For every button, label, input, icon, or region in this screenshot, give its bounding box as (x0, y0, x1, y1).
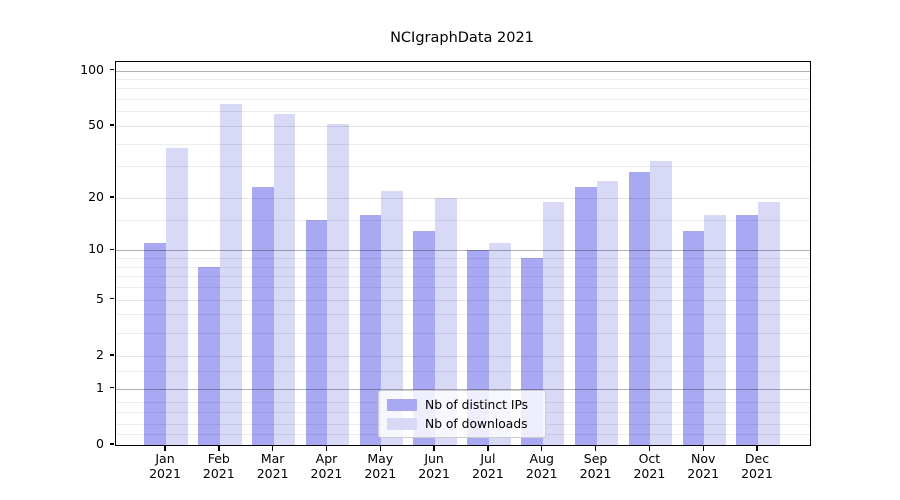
bar-downloads-feb (219, 103, 242, 445)
legend-swatch-downloads (387, 417, 417, 430)
y-tick-10 (109, 248, 114, 251)
bar-distinct-ips-feb (198, 266, 220, 445)
y-tick-1 (109, 387, 114, 389)
x-tick-apr (325, 446, 328, 451)
y-tick-label-2: 2 (96, 346, 104, 362)
y-tick-20 (109, 196, 114, 198)
plot-area (115, 61, 811, 446)
bar-downloads-jan (166, 147, 188, 445)
legend-item-downloads: Nb of downloads (379, 416, 545, 431)
bar-downloads-sep (596, 180, 619, 445)
y-tick-2 (109, 354, 114, 356)
x-tick-jun (433, 446, 435, 451)
legend-label-distinct-ips: Nb of distinct IPs (425, 397, 529, 412)
x-tick-label-mar: Mar 2021 (256, 451, 289, 481)
y-tick-5 (109, 297, 114, 300)
x-tick-dec (756, 446, 758, 451)
bar-downloads-apr (327, 124, 350, 445)
y-tick-label-1: 1 (96, 379, 104, 395)
bar-distinct-ips-mar (251, 187, 274, 445)
x-tick-label-nov: Nov 2021 (687, 451, 720, 481)
bar-downloads-may (381, 190, 403, 445)
bar-downloads-jun (435, 197, 457, 445)
x-tick-jan (164, 446, 166, 451)
y-tick-100 (109, 68, 114, 71)
y-tick-50 (109, 124, 114, 126)
legend-label-downloads: Nb of downloads (425, 416, 528, 431)
x-tick-mar (271, 446, 274, 451)
x-tick-label-jun: Jun 2021 (418, 451, 450, 481)
y-tick-0 (109, 443, 114, 445)
y-tick-label-5: 5 (96, 290, 104, 306)
bar-downloads-aug (542, 201, 565, 445)
bar-downloads-nov (704, 215, 726, 445)
legend-item-distinct-ips: Nb of distinct IPs (379, 397, 545, 412)
bar-distinct-ips-nov (682, 230, 705, 445)
x-tick-label-jul: Jul 2021 (472, 451, 504, 481)
y-tick-label-10: 10 (88, 241, 104, 257)
x-tick-label-oct: Oct 2021 (633, 451, 666, 481)
x-tick-may (379, 446, 381, 451)
bar-downloads-mar (273, 114, 296, 445)
bar-distinct-ips-oct (628, 171, 651, 445)
y-tick-label-0: 0 (96, 436, 104, 451)
x-tick-label-sep: Sep 2021 (579, 451, 612, 481)
y-tick-label-100: 100 (80, 61, 104, 77)
x-tick-label-may: May 2021 (364, 451, 397, 481)
bar-distinct-ips-sep (574, 187, 597, 445)
legend-swatch-distinct-ips (387, 398, 417, 411)
chart-title: NCIgraphData 2021 (390, 30, 534, 46)
x-tick-label-feb: Feb 2021 (202, 451, 235, 481)
y-tick-label-20: 20 (88, 188, 104, 204)
gridline-y-80 (116, 88, 810, 90)
x-tick-aug (541, 446, 543, 451)
bar-distinct-ips-jan (144, 243, 166, 445)
x-tick-label-jan: Jan 2021 (149, 451, 181, 481)
bar-downloads-oct (650, 161, 673, 445)
x-tick-jul (487, 446, 489, 451)
legend: Nb of distinct IPs Nb of downloads (378, 390, 546, 438)
bar-downloads-dec (758, 201, 780, 445)
x-tick-label-aug: Aug 2021 (525, 451, 558, 481)
bar-distinct-ips-dec (736, 215, 758, 445)
bar-distinct-ips-may (359, 215, 382, 445)
x-tick-label-apr: Apr 2021 (310, 451, 343, 481)
x-tick-feb (218, 446, 220, 451)
x-tick-sep (594, 446, 597, 451)
gridline-y-90 (116, 78, 810, 80)
gridline-y-70 (116, 99, 810, 101)
x-tick-nov (702, 446, 704, 451)
y-tick-label-50: 50 (88, 116, 104, 132)
x-tick-oct (648, 446, 651, 451)
x-tick-label-dec: Dec 2021 (741, 451, 773, 481)
bar-distinct-ips-apr (305, 220, 328, 445)
gridline-y-100 (116, 70, 810, 72)
